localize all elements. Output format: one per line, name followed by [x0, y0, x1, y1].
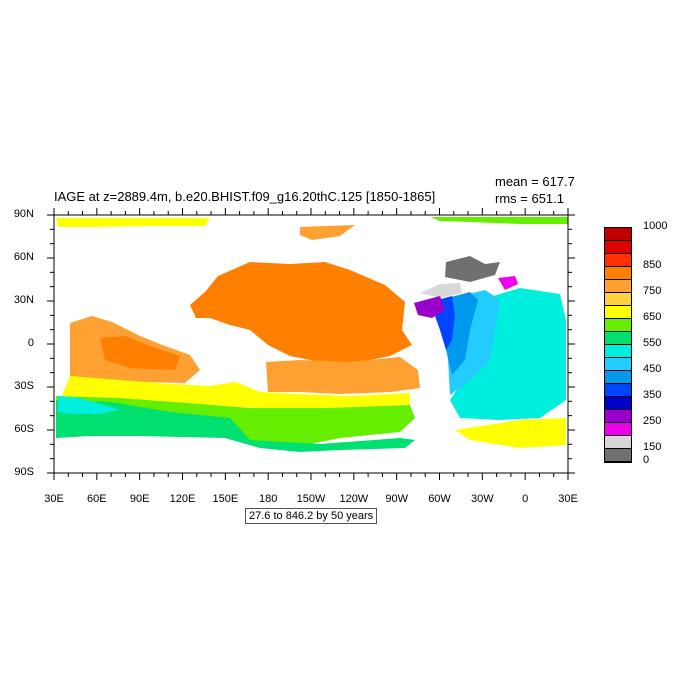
- region-southern-cyan: [58, 396, 120, 414]
- ocean-field: [56, 217, 568, 452]
- lat-label: 0: [27, 337, 34, 349]
- region-nordic-grey-light: [420, 283, 462, 298]
- colorbar-swatch: [605, 358, 631, 371]
- lon-label: 30E: [558, 493, 578, 505]
- region-nordic-grey-dark: [445, 256, 500, 282]
- colorbar-label: 850: [643, 259, 662, 271]
- region-pacific-orange: [190, 262, 412, 362]
- colorbar-swatch: [605, 241, 631, 254]
- region-arctic-yellow: [56, 218, 210, 227]
- contour-range-label: 27.6 to 846.2 by 50 years: [245, 508, 378, 524]
- lon-label: 30W: [471, 493, 494, 505]
- lon-label: 0: [522, 493, 529, 505]
- rms-value: rms = 651.1: [495, 191, 565, 206]
- colorbar-swatch: [605, 254, 631, 267]
- region-arctic-orange: [300, 225, 355, 240]
- colorbar-label: 250: [643, 415, 662, 427]
- colorbar-swatch: [605, 293, 631, 306]
- region-indian-orange: [100, 336, 180, 370]
- lat-label: 90S: [14, 466, 34, 478]
- lon-label: 150W: [296, 493, 326, 505]
- colorbar-label: 450: [643, 363, 662, 375]
- colorbar-swatch: [605, 319, 631, 332]
- region-south-atlantic-yellow: [455, 418, 566, 448]
- lat-label: 60S: [14, 423, 34, 435]
- colorbar-swatch: [605, 280, 631, 293]
- colorbar-label: 1000: [643, 220, 668, 232]
- region-south-pacific-light-orange: [266, 357, 420, 394]
- colorbar-label: 550: [643, 337, 662, 349]
- lon-label: 90W: [385, 493, 408, 505]
- colorbar-swatch: [605, 423, 631, 436]
- lon-label: 60W: [428, 493, 451, 505]
- colorbar-swatch: [605, 332, 631, 345]
- lon-label: 120W: [339, 493, 369, 505]
- axis-ticks: [47, 208, 575, 480]
- colorbar-swatch: [605, 371, 631, 384]
- lon-label: 120E: [169, 493, 196, 505]
- colorbar-swatch: [605, 228, 631, 241]
- map-title: IAGE at z=2889.4m, b.e20.BHIST.f09_g16.2…: [54, 189, 436, 204]
- region-southern-teal: [56, 400, 415, 452]
- colorbar-swatch: [605, 410, 631, 423]
- colorbar-label: 750: [643, 285, 662, 297]
- colorbar-swatch: [605, 436, 631, 449]
- colorbar-label: 150: [643, 441, 662, 453]
- colorbar: [604, 227, 632, 463]
- colorbar-label: 0: [643, 454, 650, 466]
- colorbar-swatch: [605, 384, 631, 397]
- region-arctic-green: [430, 217, 568, 224]
- lat-label: 30S: [14, 380, 34, 392]
- lon-label: 180: [258, 493, 278, 505]
- lat-label: 30N: [13, 294, 34, 306]
- colorbar-swatch: [605, 306, 631, 319]
- colorbar-swatch: [605, 267, 631, 280]
- lat-label: 60N: [13, 251, 34, 263]
- colorbar-swatch: [605, 397, 631, 410]
- mean-value: mean = 617.7: [495, 174, 575, 189]
- colorbar-swatch: [605, 449, 631, 462]
- region-atlantic-magenta: [498, 276, 518, 290]
- colorbar-label: 350: [643, 389, 662, 401]
- lat-label: 90N: [13, 208, 34, 220]
- lon-label: 150E: [212, 493, 239, 505]
- region-atlantic-purple: [414, 296, 445, 318]
- lon-label: 30E: [44, 493, 64, 505]
- lon-label: 60E: [87, 493, 107, 505]
- lon-label: 90E: [129, 493, 150, 505]
- region-south-yellow: [62, 376, 410, 410]
- colorbar-swatch: [605, 345, 631, 358]
- colorbar-label: 650: [643, 311, 662, 323]
